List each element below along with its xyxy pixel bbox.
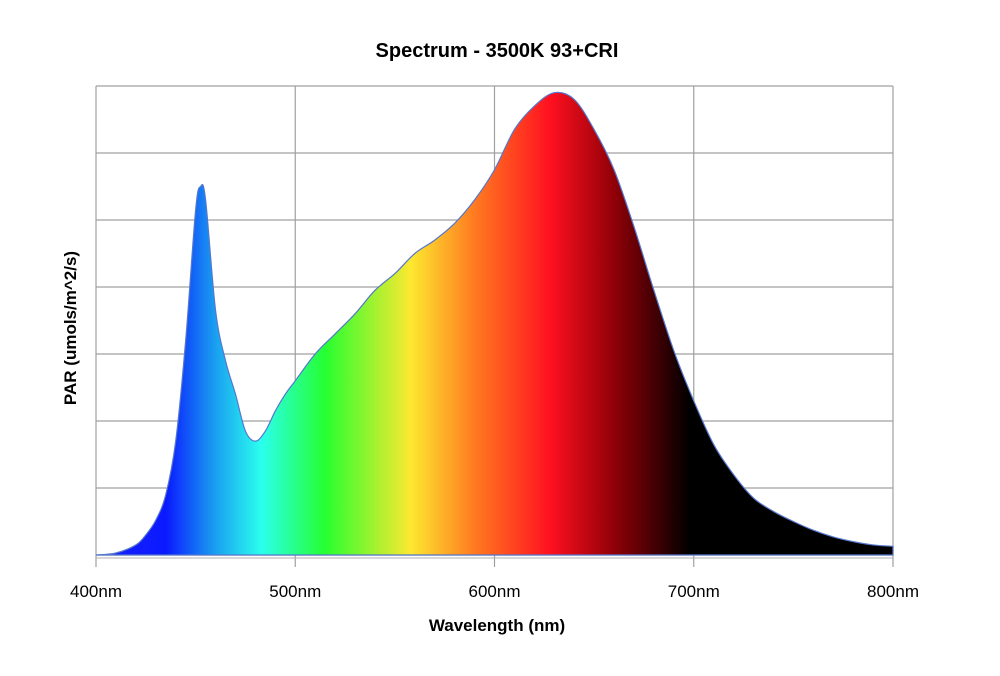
spectrum-area xyxy=(95,91,894,556)
x-tick-label: 800nm xyxy=(867,582,919,601)
x-tick-label: 700nm xyxy=(668,582,720,601)
x-tick-label: 600nm xyxy=(469,582,521,601)
x-tick-label: 400nm xyxy=(70,582,122,601)
chart-title: Spectrum - 3500K 93+CRI xyxy=(376,40,619,62)
x-axis-ticks: 400nm 500nm 600nm 700nm 800nm xyxy=(70,582,919,601)
x-axis-label: Wavelength (nm) xyxy=(429,616,565,635)
x-tick-label: 500nm xyxy=(269,582,321,601)
y-axis-label: PAR (umols/m^2/s) xyxy=(61,251,80,405)
